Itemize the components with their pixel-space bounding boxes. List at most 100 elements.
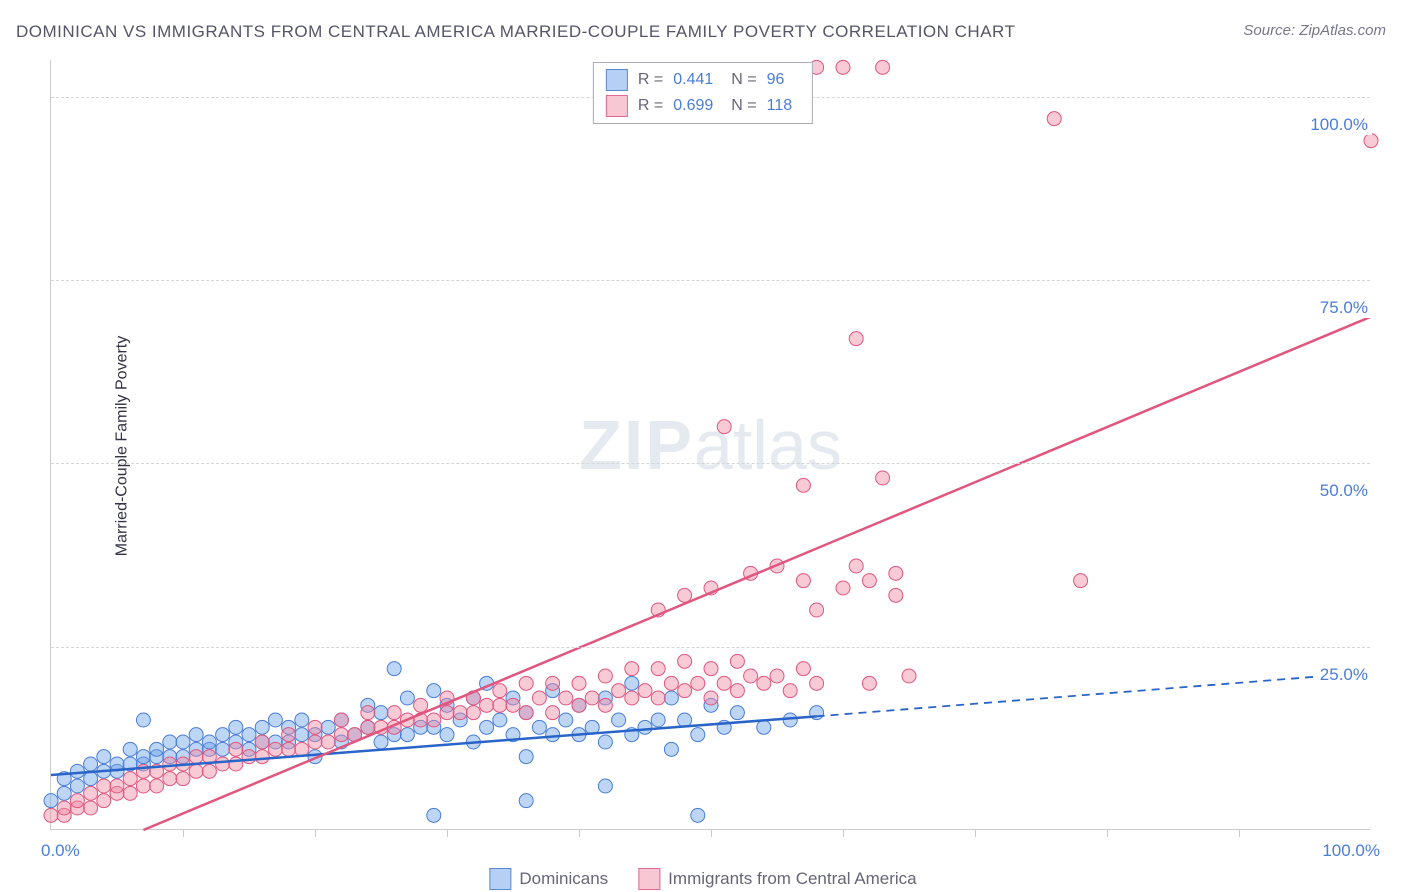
plot-area: ZIPatlas 0.0% 100.0% 25.0%50.0%75.0%100.…	[50, 60, 1370, 830]
scatter-point-immigrants	[84, 801, 98, 815]
scatter-point-dominicans	[202, 735, 216, 749]
scatter-point-dominicans	[387, 662, 401, 676]
scatter-point-immigrants	[44, 808, 58, 822]
r-value-dominicans: 0.441	[673, 71, 713, 89]
scatter-point-dominicans	[400, 728, 414, 742]
scatter-point-immigrants	[638, 684, 652, 698]
scatter-point-immigrants	[242, 750, 256, 764]
trendline-immigrants	[143, 317, 1371, 830]
n-value-dominicans: 96	[767, 71, 785, 89]
scatter-point-immigrants	[229, 742, 243, 756]
x-tick	[447, 829, 448, 837]
scatter-point-immigrants	[598, 669, 612, 683]
source-value: ZipAtlas.com	[1299, 22, 1386, 39]
scatter-point-dominicans	[321, 720, 335, 734]
scatter-point-immigrants	[744, 669, 758, 683]
scatter-point-dominicans	[691, 728, 705, 742]
scatter-point-immigrants	[110, 779, 124, 793]
x-tick	[843, 829, 844, 837]
scatter-point-immigrants	[625, 662, 639, 676]
stats-row-dominicans: R = 0.441 N = 96	[606, 67, 800, 93]
scatter-point-immigrants	[1047, 112, 1061, 126]
scatter-point-immigrants	[889, 566, 903, 580]
gridline-h	[51, 463, 1370, 464]
scatter-point-immigrants	[678, 684, 692, 698]
scatter-point-dominicans	[651, 713, 665, 727]
scatter-point-immigrants	[810, 603, 824, 617]
scatter-point-immigrants	[796, 478, 810, 492]
scatter-point-immigrants	[84, 786, 98, 800]
x-tick	[711, 829, 712, 837]
scatter-point-immigrants	[176, 772, 190, 786]
scatter-point-dominicans	[216, 742, 230, 756]
scatter-point-immigrants	[546, 676, 560, 690]
scatter-point-dominicans	[44, 794, 58, 808]
scatter-point-immigrants	[836, 60, 850, 74]
scatter-point-dominicans	[97, 750, 111, 764]
scatter-point-dominicans	[691, 808, 705, 822]
scatter-point-dominicans	[70, 779, 84, 793]
scatter-point-immigrants	[70, 794, 84, 808]
scatter-point-dominicans	[268, 713, 282, 727]
source-label: Source:	[1243, 22, 1299, 39]
trendline-dashed-dominicans	[817, 672, 1371, 716]
scatter-point-immigrants	[255, 750, 269, 764]
scatter-point-immigrants	[57, 801, 71, 815]
scatter-point-dominicans	[757, 720, 771, 734]
scatter-point-immigrants	[308, 735, 322, 749]
scatter-point-dominicans	[427, 684, 441, 698]
scatter-point-dominicans	[519, 750, 533, 764]
scatter-point-immigrants	[1364, 134, 1378, 148]
scatter-point-immigrants	[876, 60, 890, 74]
scatter-point-immigrants	[506, 698, 520, 712]
scatter-point-immigrants	[123, 786, 137, 800]
scatter-point-immigrants	[493, 698, 507, 712]
scatter-point-immigrants	[717, 420, 731, 434]
scatter-point-immigrants	[163, 772, 177, 786]
scatter-point-immigrants	[321, 735, 335, 749]
scatter-point-dominicans	[216, 728, 230, 742]
legend-bottom: Dominicans Immigrants from Central Ameri…	[489, 868, 916, 890]
scatter-point-immigrants	[651, 691, 665, 705]
scatter-point-dominicans	[123, 742, 137, 756]
scatter-point-immigrants	[97, 779, 111, 793]
swatch-pink-icon	[638, 868, 660, 890]
scatter-point-immigrants	[414, 698, 428, 712]
scatter-point-dominicans	[84, 757, 98, 771]
n-value-immigrants: 118	[767, 97, 793, 115]
stats-legend-box: R = 0.441 N = 96 R = 0.699 N = 118	[593, 62, 813, 124]
scatter-point-immigrants	[268, 742, 282, 756]
swatch-blue-icon	[489, 868, 511, 890]
scatter-point-dominicans	[664, 742, 678, 756]
scatter-point-immigrants	[532, 691, 546, 705]
scatter-point-immigrants	[136, 779, 150, 793]
scatter-point-immigrants	[519, 706, 533, 720]
scatter-point-dominicans	[612, 713, 626, 727]
scatter-point-immigrants	[163, 757, 177, 771]
scatter-point-dominicans	[532, 720, 546, 734]
scatter-point-immigrants	[704, 662, 718, 676]
gridline-h	[51, 647, 1370, 648]
scatter-point-dominicans	[427, 808, 441, 822]
scatter-point-immigrants	[770, 669, 784, 683]
n-label: N =	[731, 71, 756, 89]
scatter-point-dominicans	[374, 706, 388, 720]
scatter-point-immigrants	[255, 735, 269, 749]
scatter-point-dominicans	[480, 720, 494, 734]
x-tick	[579, 829, 580, 837]
scatter-point-immigrants	[876, 471, 890, 485]
scatter-point-immigrants	[480, 698, 494, 712]
x-tick	[183, 829, 184, 837]
scatter-point-immigrants	[678, 654, 692, 668]
scatter-point-immigrants	[453, 706, 467, 720]
scatter-point-dominicans	[400, 691, 414, 705]
scatter-point-immigrants	[664, 676, 678, 690]
gridline-h	[51, 280, 1370, 281]
scatter-point-dominicans	[374, 735, 388, 749]
scatter-point-immigrants	[691, 676, 705, 690]
legend-item-dominicans: Dominicans	[489, 868, 608, 890]
scatter-point-dominicans	[295, 713, 309, 727]
r-label: R =	[638, 71, 663, 89]
scatter-point-immigrants	[123, 772, 137, 786]
x-tick	[315, 829, 316, 837]
